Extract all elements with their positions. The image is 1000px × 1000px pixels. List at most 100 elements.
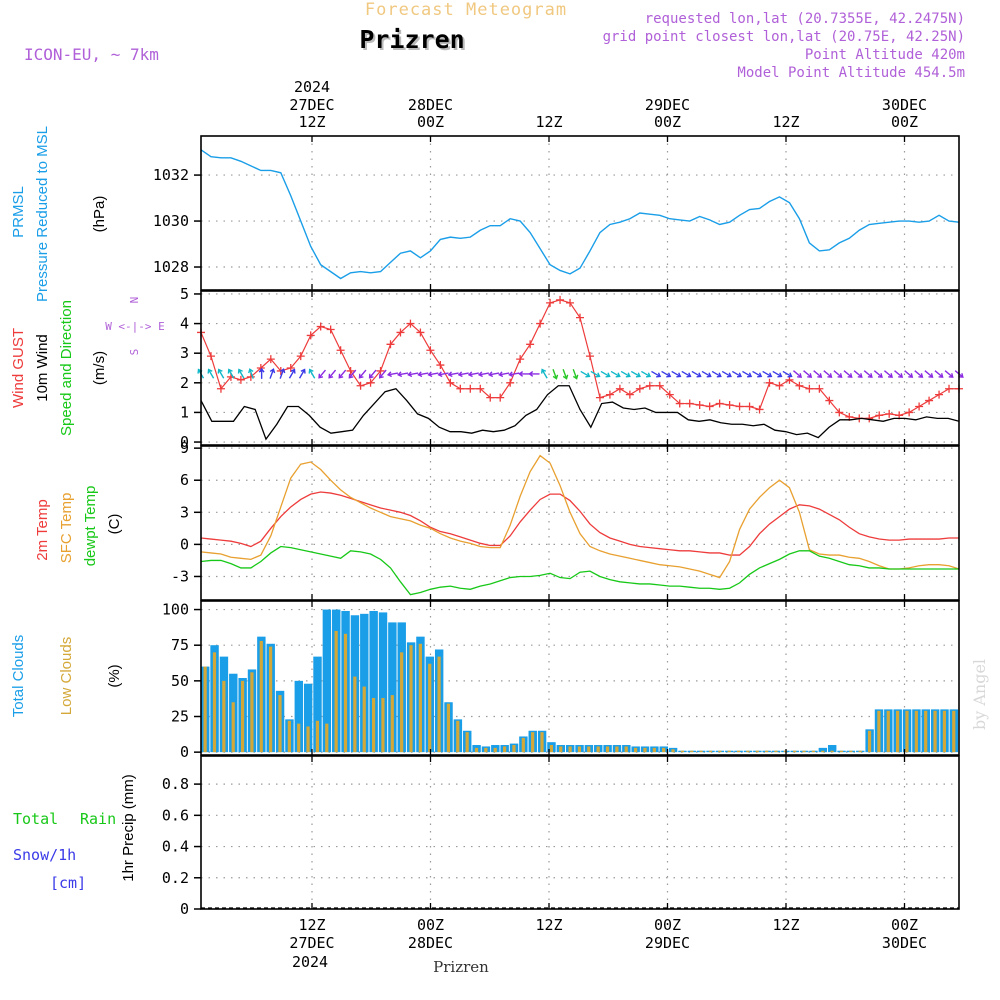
wind-arrow: [562, 368, 569, 380]
wind-arrow: [793, 370, 803, 378]
low-cloud-bar: [605, 746, 610, 753]
top-hour-label: 12Z: [535, 113, 562, 131]
low-cloud-bar: [446, 703, 451, 753]
wind-gust-marker: [316, 322, 325, 331]
wind-10m-line: [200, 385, 960, 441]
top-date-label: 29DEC: [645, 96, 690, 114]
wind-gust-marker: [795, 381, 804, 390]
bottom-hour-label: 00Z: [654, 916, 681, 934]
total-cloud-bar: [827, 745, 837, 753]
wind-arrow: [843, 370, 853, 378]
wind-gust-label: Wind GUST: [10, 328, 27, 408]
precip-axis-label: 1hr Precip (mm): [120, 774, 137, 882]
wind-gust-marker: [436, 361, 445, 370]
clouds-frame: [200, 600, 960, 756]
wind-arrow: [298, 368, 306, 379]
bottom-date-label: 28DEC: [408, 934, 453, 952]
wind-arrow: [217, 368, 225, 379]
top-date-label: 28DEC: [408, 96, 453, 114]
wind-arrow: [691, 370, 702, 378]
temp-labels: 2m Temp SFC Temp dewpt Temp (C): [34, 486, 123, 567]
total-cloud-bar: [360, 613, 369, 753]
wind-gust-marker: [745, 402, 754, 411]
wind-arrow: [721, 370, 732, 378]
wind-arrow: [318, 369, 327, 379]
temp-ytick-label: 6: [180, 471, 189, 489]
wind-gust-marker: [675, 399, 684, 408]
precip-ytick-label: 0.2: [162, 869, 189, 887]
wind-arrow: [552, 368, 559, 380]
rain-label-a: Total: [13, 810, 58, 828]
low-cloud-bar: [755, 750, 759, 753]
low-cloud-bar: [381, 697, 385, 753]
wind-gust-marker: [645, 381, 654, 390]
low-cloud-bar: [240, 680, 245, 753]
wind-arrow: [762, 370, 773, 378]
wind-arrow: [407, 371, 419, 378]
wind-arrow: [518, 371, 530, 377]
wind-arrow: [498, 371, 510, 378]
low-cloud-bar: [914, 710, 918, 753]
low-cloud-bar: [203, 666, 207, 753]
wind-arrow: [580, 370, 591, 378]
low-clouds-label: Low Clouds: [58, 637, 75, 715]
wind-arrow: [279, 368, 286, 379]
wind-arrow: [417, 371, 429, 378]
wind-gust-marker: [536, 319, 545, 328]
wind-arrow: [661, 370, 672, 378]
clouds-panel: 0 25 50 75 100: [162, 600, 960, 761]
wind-arrow: [681, 370, 692, 378]
wind-unit: (m/s): [91, 351, 108, 385]
low-cloud-bar: [765, 750, 769, 753]
gridpoint-lonlat: grid point closest lon,lat (20.75E, 42.2…: [603, 29, 965, 45]
bottom-hour-label: 00Z: [891, 916, 918, 934]
wind-gust-marker: [635, 384, 644, 393]
wind-gust-marker: [765, 378, 774, 387]
wind-gust-marker: [755, 405, 764, 414]
wind-gust-marker: [206, 352, 215, 361]
low-cloud-bar: [933, 710, 937, 753]
low-cloud-bar: [278, 695, 282, 753]
low-cloud-bar: [390, 695, 394, 753]
low-cloud-bar: [587, 746, 591, 753]
prmsl-label: PRMSL: [10, 186, 27, 238]
wind-gust-marker: [725, 401, 734, 410]
low-cloud-bar: [905, 710, 909, 753]
wind-gust-marker: [665, 390, 674, 399]
low-cloud-bar: [783, 750, 787, 753]
low-cloud-bar: [343, 633, 348, 753]
top-hour-label: 00Z: [654, 113, 681, 131]
wind-gust-marker: [266, 355, 275, 364]
faded-title: Forecast Meteogram: [365, 0, 567, 20]
wind-arrow: [386, 371, 399, 378]
wind-gust-marker: [476, 384, 485, 393]
wind-arrow: [853, 370, 863, 378]
top-hour-label: 00Z: [417, 113, 444, 131]
wind-gust-marker: [416, 328, 425, 337]
wind-gust-marker: [576, 313, 584, 322]
low-cloud-bar: [793, 750, 797, 753]
wind-gust-marker: [516, 355, 525, 364]
wind-gust-marker: [556, 295, 565, 304]
low-cloud-bar: [502, 746, 507, 753]
low-cloud-bar: [662, 747, 666, 753]
low-cloud-bar: [839, 750, 844, 753]
wind-labels: Wind GUST 10m Wind Speed and Direction (…: [10, 297, 165, 436]
pressure-labels: PRMSL Pressure Reduced to MSL (hPa): [10, 126, 108, 302]
wind-arrow: [269, 368, 276, 379]
wind-arrow: [620, 370, 631, 378]
low-cloud-bar: [736, 750, 741, 753]
wind-arrow: [823, 370, 833, 378]
wind-arrow: [288, 368, 296, 379]
low-cloud-bar: [718, 750, 722, 753]
wind-frame: [200, 290, 960, 446]
low-cloud-bar: [896, 710, 900, 753]
top-year: 2024: [294, 78, 330, 96]
wind-arrow: [248, 368, 254, 379]
low-cloud-bar: [849, 750, 853, 753]
low-cloud-bar: [269, 646, 273, 753]
wind-gust-marker: [815, 384, 824, 393]
low-cloud-bar: [942, 710, 947, 753]
low-cloud-bar: [727, 750, 731, 753]
wind-gust-marker: [905, 408, 914, 417]
